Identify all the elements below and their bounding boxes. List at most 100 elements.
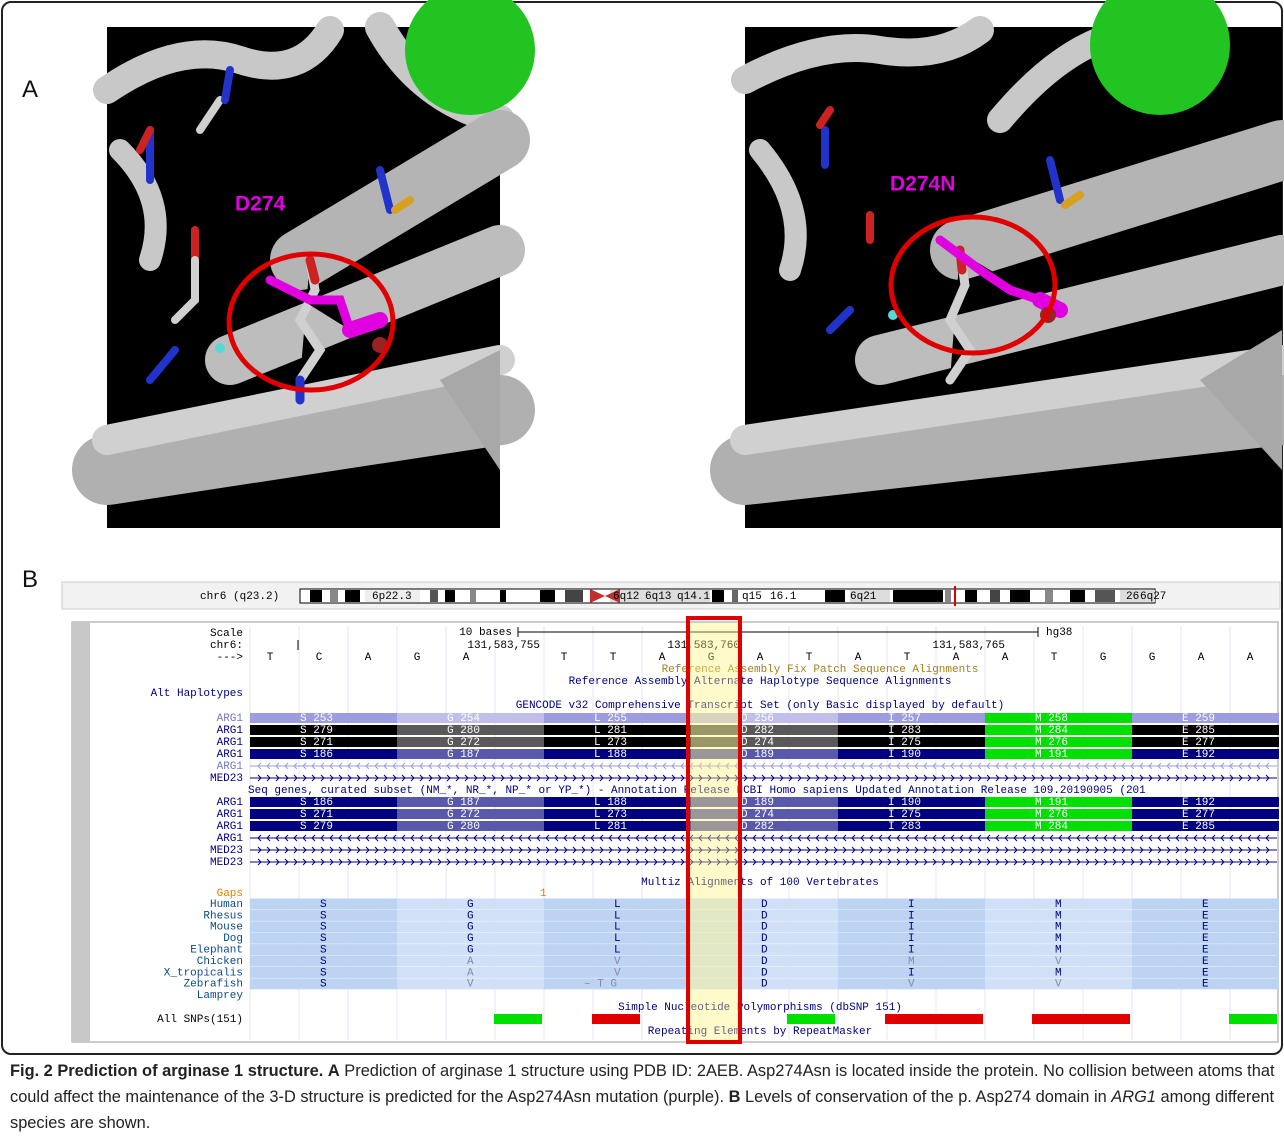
band-label: 6q21 xyxy=(850,591,877,603)
codon-label: G 272 xyxy=(447,809,480,821)
codon-label: L 273 xyxy=(594,809,627,821)
base: A xyxy=(855,652,862,664)
track-label: ARG1 xyxy=(217,797,244,809)
track-title: Simple Nucleotide Polymorphisms (dbSNP 1… xyxy=(618,1002,902,1014)
base: A xyxy=(953,652,960,664)
codon-label: D 274 xyxy=(741,737,774,749)
snp xyxy=(787,1014,835,1024)
coordinate: 131,583,765 xyxy=(932,640,1005,652)
residue: L xyxy=(614,945,621,957)
codon-label: L 188 xyxy=(594,749,627,761)
track-label: Chicken xyxy=(197,956,243,968)
base: A xyxy=(1002,652,1009,664)
track-label: MED23 xyxy=(210,845,243,857)
assembly: hg38 xyxy=(1046,627,1072,639)
codon-label: E 285 xyxy=(1182,725,1215,737)
residue: S xyxy=(320,979,327,991)
base: A xyxy=(1247,652,1254,664)
residue: S xyxy=(320,945,327,957)
base: G xyxy=(1100,652,1107,664)
codon-label: D 256 xyxy=(741,713,774,725)
residue: – T G xyxy=(584,979,617,991)
chrom-band xyxy=(1070,590,1085,602)
track-label: X_tropicalis xyxy=(164,967,243,979)
snp xyxy=(592,1014,640,1024)
residue: I xyxy=(908,933,915,945)
residue: L xyxy=(614,922,621,934)
codon-label: S 279 xyxy=(300,725,333,737)
codon-label: M 191 xyxy=(1035,749,1068,761)
residue: M xyxy=(1055,910,1062,922)
codon-label: D 189 xyxy=(741,797,774,809)
residue: E xyxy=(1202,979,1209,991)
base: A xyxy=(1198,652,1205,664)
chrom-band xyxy=(430,590,438,602)
residue: G xyxy=(467,933,474,945)
track-label: ARG1 xyxy=(217,725,244,737)
base: A xyxy=(659,652,666,664)
track-label: MED23 xyxy=(210,857,243,869)
band-label: 22.31 xyxy=(905,591,938,603)
track-title: GENCODE v32 Comprehensive Transcript Set… xyxy=(516,700,1004,712)
codon-label: M 276 xyxy=(1035,737,1068,749)
residue: S xyxy=(320,956,327,968)
base: T xyxy=(267,652,274,664)
residue: V xyxy=(614,967,621,979)
residue: E xyxy=(1202,945,1209,957)
codon-label: L 188 xyxy=(594,797,627,809)
residue: D xyxy=(761,979,768,991)
codon-label: S 186 xyxy=(300,749,333,761)
codon-label: D 282 xyxy=(741,725,774,737)
protein-images: D274 D274N xyxy=(0,0,1284,540)
residue: L xyxy=(614,899,621,911)
codon-label: I 257 xyxy=(888,713,921,725)
chrom-band xyxy=(345,590,360,602)
residue: I xyxy=(908,899,915,911)
residue: V xyxy=(1055,956,1062,968)
chrom-band xyxy=(540,590,555,602)
residue: V xyxy=(614,956,621,968)
chrom-band xyxy=(965,590,977,602)
track-label: Alt Haplotypes xyxy=(151,688,243,700)
base: T xyxy=(904,652,911,664)
residue: D xyxy=(761,956,768,968)
codon-label: I 275 xyxy=(888,737,921,749)
residue: L xyxy=(614,933,621,945)
band-label: 6q27 xyxy=(1140,591,1166,603)
track-label: ARG1 xyxy=(217,749,244,761)
residue: M xyxy=(908,956,915,968)
codon-label: G 187 xyxy=(447,797,480,809)
protein-image: D274N xyxy=(745,0,1282,528)
codon-label: S 279 xyxy=(300,821,333,833)
band-label: 6q13 xyxy=(645,591,671,603)
base: G xyxy=(414,652,421,664)
ideogram: chr6 (q23.2)6p22.36q126q13q14.1q1516.16q… xyxy=(200,586,1166,606)
caption-label: B xyxy=(729,1088,741,1106)
residue: S xyxy=(320,933,327,945)
codon-label: M 284 xyxy=(1035,821,1068,833)
track-label: ARG1 xyxy=(217,821,244,833)
track-label: ARG1 xyxy=(217,761,244,773)
residue: M xyxy=(1055,922,1062,934)
track-label: MED23 xyxy=(210,773,243,785)
residue: A xyxy=(467,967,474,979)
codon-label: M 276 xyxy=(1035,809,1068,821)
band-label: q14.1 xyxy=(677,591,710,603)
residue: L xyxy=(614,910,621,922)
residue: V xyxy=(467,979,474,991)
codon-label: L 281 xyxy=(594,821,627,833)
genome-browser: chr6 (q23.2)6p22.36q126q13q14.1q1516.16q… xyxy=(0,575,1284,1045)
chrom-band xyxy=(330,590,338,602)
codon-label: G 280 xyxy=(447,821,480,833)
track-label: Mouse xyxy=(210,922,243,934)
residue: E xyxy=(1202,922,1209,934)
band-label: 6q12 xyxy=(613,591,639,603)
codon-label: G 272 xyxy=(447,737,480,749)
residue: G xyxy=(467,910,474,922)
residue: D xyxy=(761,922,768,934)
codon-label: I 190 xyxy=(888,749,921,761)
residue: I xyxy=(908,922,915,934)
residue: M xyxy=(1055,967,1062,979)
residue: I xyxy=(908,967,915,979)
residue: V xyxy=(1055,979,1062,991)
